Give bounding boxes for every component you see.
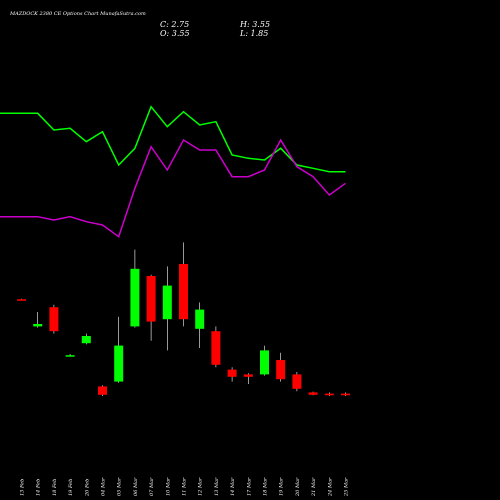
x-tick-label: 20 Mar [295,477,301,497]
x-tick-label: 19 Mar [279,477,285,496]
x-tick-label: 07 Mar [149,477,155,496]
candle [260,345,269,376]
candle [146,274,156,341]
x-tick-label: 05 Mar [117,477,123,496]
candle [341,392,350,396]
candle-body [211,331,221,365]
candles-group [17,242,350,396]
candle-body [114,345,124,382]
x-tick-label: 24 Mar [327,477,333,497]
candle-body [341,393,350,396]
x-axis-ticks: 13 Feb 14 Feb 18 Feb 19 Feb 20 Feb 04 Mar 05 M… [20,477,350,497]
candle [292,372,302,392]
low-value: L: 1.85 [239,29,268,38]
candle [17,298,26,301]
candle-body [130,268,140,327]
candle [162,266,172,351]
x-tick-label: 04 Mar [101,477,107,496]
line-series-group [0,105,346,238]
x-tick-label: 13 Mar [214,477,220,496]
candle-body [179,264,188,320]
candle-body [276,360,286,380]
candle-body [146,276,156,322]
x-tick-label: 21 Mar [311,477,317,497]
candle [98,385,107,396]
candle [324,392,334,396]
x-tick-label: 10 Mar [165,477,171,496]
x-tick-label: 17 Mar [246,477,252,496]
candle [33,312,43,328]
series-line-1 [0,105,346,173]
candle-body [308,392,318,395]
candle-body [49,307,59,332]
open-value: O: 3.55 [160,29,190,38]
candle [211,326,221,368]
x-tick-label: 14 Feb [36,479,42,496]
candle-body [81,336,91,344]
candle [227,367,237,382]
series-line-2 [0,138,346,238]
x-tick-label: 25 Mar [344,477,350,497]
candle [308,391,318,396]
x-tick-label: 11 Mar [182,477,188,496]
candle-body [162,285,172,320]
candle [276,352,286,382]
close-value: C: 2.75 [160,20,189,29]
candle-body [17,299,26,301]
candle-body [33,324,43,327]
candle-body [195,309,205,329]
x-tick-label: 14 Mar [230,477,236,496]
candle [195,302,205,348]
candle [114,316,124,383]
candle [130,249,140,328]
candle-body [292,374,302,389]
candle-body [260,350,269,375]
candle-body [98,386,107,395]
candle-body [65,355,75,357]
x-tick-label: 06 Mar [133,477,139,496]
x-tick-label: 20 Feb [84,479,90,497]
candle [65,354,75,357]
x-tick-label: 18 Feb [52,479,58,496]
high-value: H: 3.55 [239,20,270,29]
chart-title: MAZDOCK 2380 CE Options Chart MunafaSutr… [9,11,146,17]
candle [179,242,188,327]
candle [81,333,91,345]
candle-body [243,374,253,377]
candle-body [227,369,237,377]
candle [49,304,59,334]
x-tick-label: 18 Mar [263,477,269,496]
candle-body [324,393,334,396]
x-tick-label: 13 Feb [20,479,26,496]
candle [243,373,253,384]
x-tick-label: 19 Feb [68,479,74,496]
x-tick-label: 12 Mar [198,477,204,496]
